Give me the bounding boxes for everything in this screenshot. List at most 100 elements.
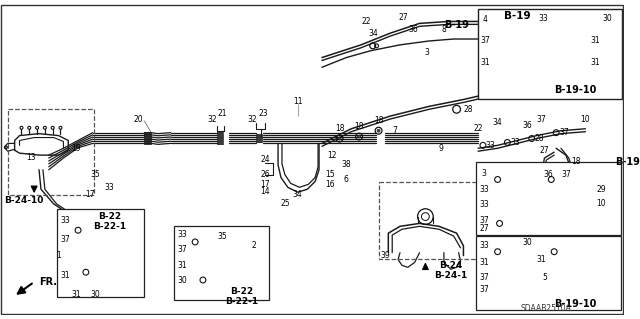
Text: 32: 32 — [207, 115, 216, 123]
Circle shape — [338, 137, 341, 140]
Text: 16: 16 — [325, 180, 335, 189]
Text: B-22-1: B-22-1 — [93, 222, 126, 231]
Text: 36: 36 — [543, 170, 553, 179]
Text: B-24-10: B-24-10 — [4, 197, 43, 205]
Bar — [145, 143, 151, 144]
Text: 21: 21 — [218, 109, 227, 118]
Bar — [255, 141, 262, 142]
Bar — [56, 209, 145, 297]
Text: 35: 35 — [218, 232, 227, 241]
Text: 18: 18 — [335, 124, 344, 133]
Text: 18: 18 — [571, 158, 580, 167]
Text: FR.: FR. — [39, 277, 57, 287]
Text: 33: 33 — [510, 138, 520, 147]
Text: 37: 37 — [479, 272, 489, 282]
Text: 19: 19 — [71, 144, 81, 153]
Text: B-19: B-19 — [614, 157, 639, 167]
Text: 33: 33 — [479, 200, 489, 209]
Text: 27: 27 — [479, 224, 489, 233]
Text: 15: 15 — [325, 170, 335, 179]
Bar — [145, 132, 151, 133]
Text: 17: 17 — [85, 189, 95, 199]
Text: SDAAB2510A: SDAAB2510A — [521, 304, 572, 313]
Text: 33: 33 — [486, 141, 495, 150]
Text: 9: 9 — [438, 144, 444, 153]
Bar — [145, 134, 151, 136]
Bar — [216, 132, 223, 133]
Text: 33: 33 — [539, 14, 548, 23]
Text: 35: 35 — [91, 170, 100, 179]
Text: 28: 28 — [535, 134, 544, 143]
Bar — [378, 182, 488, 258]
Circle shape — [377, 129, 380, 132]
Text: 37: 37 — [480, 36, 490, 45]
Text: 26: 26 — [260, 170, 270, 179]
Text: 36: 36 — [409, 25, 419, 34]
Text: 8: 8 — [442, 25, 446, 34]
Text: B-19: B-19 — [444, 20, 469, 30]
Bar — [8, 109, 93, 195]
Bar — [255, 139, 262, 140]
Text: 32: 32 — [247, 115, 257, 123]
Bar — [216, 143, 223, 144]
Text: 31: 31 — [479, 258, 489, 267]
Text: 33: 33 — [104, 183, 114, 192]
Text: 37: 37 — [479, 216, 489, 225]
Text: 17: 17 — [260, 180, 270, 189]
Bar — [216, 141, 223, 142]
Text: 10: 10 — [596, 199, 606, 208]
Text: 27: 27 — [398, 13, 408, 22]
Text: 33: 33 — [479, 241, 489, 250]
Text: 18: 18 — [374, 116, 383, 125]
Text: 13: 13 — [26, 152, 36, 161]
Text: 31: 31 — [61, 271, 70, 280]
Text: 2: 2 — [252, 241, 256, 250]
Text: B-19: B-19 — [504, 11, 531, 21]
Bar — [173, 226, 269, 300]
Text: 33: 33 — [177, 230, 188, 239]
Text: 27: 27 — [540, 146, 549, 155]
Text: 38: 38 — [342, 160, 351, 169]
Text: 30: 30 — [602, 14, 612, 23]
Text: 31: 31 — [71, 290, 81, 299]
Text: 22: 22 — [361, 17, 371, 26]
Text: 37: 37 — [559, 128, 569, 137]
Text: 33: 33 — [61, 216, 70, 225]
Text: 7: 7 — [393, 126, 397, 135]
Text: 31: 31 — [178, 261, 188, 270]
Text: 25: 25 — [280, 199, 290, 208]
Bar — [145, 139, 151, 140]
Text: 14: 14 — [260, 187, 270, 196]
Text: 10: 10 — [580, 115, 590, 123]
Text: 36: 36 — [522, 121, 532, 130]
Text: 4: 4 — [483, 15, 487, 24]
Text: 22: 22 — [474, 124, 483, 133]
Circle shape — [358, 135, 360, 138]
Text: 37: 37 — [479, 285, 489, 294]
Text: B-22: B-22 — [98, 212, 121, 221]
Text: B-24-1: B-24-1 — [434, 271, 467, 280]
Text: 28: 28 — [463, 105, 473, 114]
Text: 37: 37 — [536, 115, 547, 123]
Text: B-22: B-22 — [230, 287, 253, 296]
Text: 39: 39 — [381, 251, 390, 260]
Text: B-22-1: B-22-1 — [225, 297, 259, 306]
Text: 31: 31 — [590, 58, 600, 67]
Text: 30: 30 — [177, 277, 188, 286]
Text: 31: 31 — [480, 58, 490, 67]
Text: 23: 23 — [259, 109, 268, 118]
Text: 31: 31 — [537, 255, 547, 264]
Text: 31: 31 — [590, 36, 600, 45]
Text: 6: 6 — [344, 175, 349, 184]
Text: 34: 34 — [493, 118, 502, 127]
Text: 24: 24 — [260, 155, 270, 165]
Text: B-19-10: B-19-10 — [554, 300, 597, 309]
Text: B-24: B-24 — [439, 261, 462, 270]
Text: 1: 1 — [56, 251, 61, 260]
Text: 3: 3 — [425, 48, 430, 57]
Bar — [145, 141, 151, 142]
Bar — [476, 236, 621, 310]
Text: 33: 33 — [479, 185, 489, 194]
Text: 34: 34 — [292, 189, 303, 199]
Text: 5: 5 — [542, 272, 547, 282]
